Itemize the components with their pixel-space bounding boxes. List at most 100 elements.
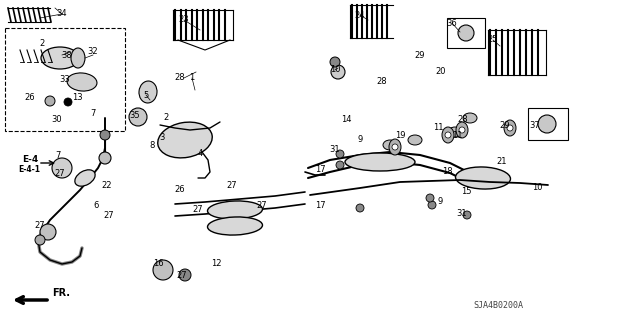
Text: 6: 6	[93, 201, 99, 210]
Text: 19: 19	[395, 130, 405, 139]
Circle shape	[428, 201, 436, 209]
Text: 3: 3	[159, 133, 164, 143]
Ellipse shape	[345, 153, 415, 171]
Text: 15: 15	[461, 188, 471, 197]
Ellipse shape	[463, 113, 477, 123]
Text: 24: 24	[355, 11, 365, 19]
Text: 21: 21	[497, 158, 508, 167]
Circle shape	[100, 130, 110, 140]
Text: 9: 9	[357, 136, 363, 145]
Text: 25: 25	[488, 35, 499, 44]
Text: 31: 31	[330, 145, 340, 154]
Ellipse shape	[456, 122, 468, 138]
Text: 28: 28	[458, 115, 468, 124]
Bar	[528, 108, 568, 140]
Text: 8: 8	[149, 140, 155, 150]
Circle shape	[40, 224, 56, 240]
Text: 18: 18	[442, 167, 452, 176]
Text: FR.: FR.	[52, 288, 70, 298]
Text: 7: 7	[55, 151, 61, 160]
Circle shape	[426, 194, 434, 202]
Circle shape	[356, 204, 364, 212]
Text: 10: 10	[330, 65, 340, 75]
Text: 29: 29	[500, 121, 510, 130]
Ellipse shape	[408, 135, 422, 145]
Text: 27: 27	[104, 211, 115, 219]
Text: 20: 20	[436, 68, 446, 77]
Text: 1: 1	[189, 73, 195, 83]
Text: 11: 11	[433, 123, 444, 132]
Text: 27: 27	[54, 169, 65, 179]
Text: 27: 27	[257, 201, 268, 210]
Ellipse shape	[157, 122, 212, 158]
Ellipse shape	[504, 120, 516, 136]
Text: 35: 35	[130, 110, 140, 120]
Ellipse shape	[71, 48, 85, 68]
Circle shape	[336, 150, 344, 158]
Text: SJA4B0200A: SJA4B0200A	[473, 300, 523, 309]
Text: 30: 30	[52, 115, 62, 124]
Ellipse shape	[75, 170, 95, 186]
Text: 33: 33	[60, 75, 70, 84]
Text: 27: 27	[177, 271, 188, 280]
Ellipse shape	[448, 127, 462, 137]
Text: 2: 2	[163, 113, 168, 122]
Bar	[447, 18, 485, 48]
Ellipse shape	[456, 167, 511, 189]
Circle shape	[99, 152, 111, 164]
Circle shape	[458, 25, 474, 41]
Circle shape	[35, 235, 45, 245]
Text: 27: 27	[35, 221, 45, 231]
Text: 27: 27	[193, 205, 204, 214]
Circle shape	[445, 132, 451, 138]
Circle shape	[336, 161, 344, 169]
Text: 2: 2	[40, 39, 45, 48]
Text: 34: 34	[57, 10, 67, 19]
Text: 14: 14	[340, 115, 351, 124]
Text: 12: 12	[211, 258, 221, 268]
Circle shape	[330, 57, 340, 67]
Text: 5: 5	[143, 91, 148, 100]
Text: 28: 28	[377, 78, 387, 86]
Circle shape	[459, 127, 465, 133]
Text: 16: 16	[153, 258, 163, 268]
Text: E-4: E-4	[22, 155, 38, 165]
Text: 28: 28	[175, 73, 186, 83]
Text: E-4-1: E-4-1	[18, 166, 40, 174]
Text: 17: 17	[315, 166, 325, 174]
Text: 17: 17	[315, 201, 325, 210]
Text: 26: 26	[25, 93, 35, 101]
Ellipse shape	[41, 47, 79, 69]
Ellipse shape	[67, 73, 97, 91]
Circle shape	[538, 115, 556, 133]
Circle shape	[64, 98, 72, 106]
Circle shape	[463, 211, 471, 219]
Ellipse shape	[383, 140, 397, 150]
Text: 38: 38	[61, 50, 72, 60]
Text: 4: 4	[197, 149, 203, 158]
Ellipse shape	[389, 139, 401, 155]
Text: 27: 27	[227, 181, 237, 189]
Ellipse shape	[442, 127, 454, 143]
Text: 22: 22	[102, 182, 112, 190]
Text: 32: 32	[88, 48, 99, 56]
Circle shape	[45, 96, 55, 106]
Bar	[5, 28, 125, 131]
Circle shape	[392, 144, 398, 150]
Circle shape	[153, 260, 173, 280]
Circle shape	[331, 65, 345, 79]
Ellipse shape	[207, 201, 262, 219]
Circle shape	[179, 269, 191, 281]
Circle shape	[129, 108, 147, 126]
Circle shape	[507, 125, 513, 131]
Text: 29: 29	[415, 50, 425, 60]
Ellipse shape	[139, 81, 157, 103]
Text: 37: 37	[530, 121, 540, 130]
Text: 26: 26	[175, 186, 186, 195]
Text: 10: 10	[532, 183, 542, 192]
Ellipse shape	[207, 217, 262, 235]
Text: 7: 7	[90, 108, 96, 117]
Text: 23: 23	[179, 16, 189, 25]
Text: 11: 11	[452, 130, 462, 139]
Text: 36: 36	[447, 19, 458, 27]
